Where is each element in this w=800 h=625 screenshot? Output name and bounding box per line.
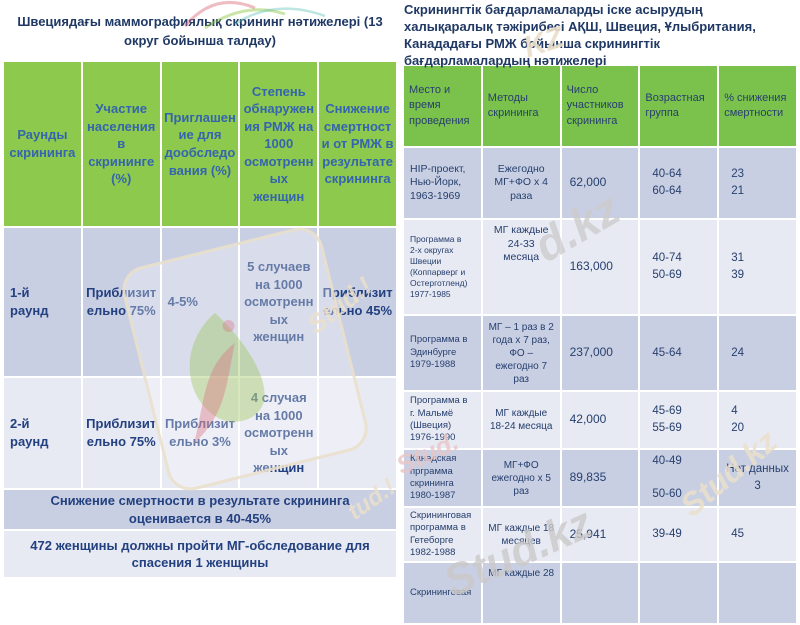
right-header-age-group: Возрастная группа: [640, 66, 718, 146]
data-cell: [319, 378, 396, 488]
table-row: Программа в Эдинбурге 1979-1988 МГ – 1 р…: [404, 316, 796, 390]
data-cell: HIP-проект, Нью-Йорк, 1963-1969: [404, 148, 481, 218]
left-table-header-row: Раунды скрининга Участие населения в скр…: [4, 62, 396, 226]
data-cell: Программа в Эдинбурге 1979-1988: [404, 316, 481, 390]
data-cell: Приблизительно 75%: [82, 378, 160, 488]
left-table-footer-row: Снижение смертности в результате скринин…: [4, 490, 396, 530]
data-cell: МГ каждые 28: [482, 563, 560, 624]
right-table-header-row: Место и время проведения Методы скрининг…: [404, 66, 796, 146]
sweden-screening-table: Раунды скрининга Участие населения в скр…: [2, 60, 398, 579]
data-cell: 40-74 50-69: [640, 220, 718, 314]
table-row: Скрининговая программа в Гетеборге 1982-…: [404, 508, 796, 562]
right-header-place-time: Место и время проведения: [404, 66, 481, 146]
data-cell: МГ – 1 раз в 2 года х 7 раз, ФО – ежегод…: [482, 316, 560, 390]
data-cell: 31 39: [719, 220, 796, 314]
data-cell: 40-64 60-64: [640, 148, 718, 218]
table-row: 1-й раунд Приблизительно 75% 4-5% 5 случ…: [4, 228, 396, 376]
international-programs-section: Скринингтік бағдарламаларды іске асыруды…: [402, 2, 798, 625]
data-cell: МГ+ФО ежегодно х 5 раз: [482, 450, 560, 506]
table-row: Канадская прграмма скрининга 1980-1987 М…: [404, 450, 796, 506]
data-cell: Канадская прграмма скрининга 1980-1987: [404, 450, 481, 506]
data-cell: 89,835: [561, 450, 639, 506]
left-header-invitation: Приглашение для дообследования (%): [161, 62, 239, 226]
table-row: Скрининговая МГ каждые 28: [404, 563, 796, 624]
table-row: 2-й раунд Приблизительно 75% Приблизител…: [4, 378, 396, 488]
data-cell: 25,941: [561, 508, 639, 562]
data-cell: Приблизительно 75%: [82, 228, 160, 376]
data-cell: 45: [719, 508, 796, 562]
data-cell: МГ каждые 18 месяцев: [482, 508, 560, 562]
data-cell: 45-64: [640, 316, 718, 390]
data-cell: 62,000: [561, 148, 639, 218]
data-cell: Нет данных 3: [719, 450, 796, 506]
mortality-summary-note: Снижение смертности в результате скринин…: [4, 490, 396, 530]
data-cell: МГ каждые 18-24 месяца: [482, 392, 560, 448]
data-cell: Скрининговая программа в Гетеборге 1982-…: [404, 508, 481, 562]
data-cell: Приблизительно 3%: [161, 378, 239, 488]
left-header-detection-rate: Степень обнаружения РМЖ на 1000 осмотрен…: [240, 62, 318, 226]
screening-requirement-note: 472 женщины должны пройти МГ-обследовани…: [4, 531, 396, 578]
data-cell: 1-й раунд: [4, 228, 81, 376]
right-section-title: Скринингтік бағдарламаларды іске асыруды…: [404, 2, 756, 68]
sweden-screening-section: Швециядағы маммографиялық скрининг нәтиж…: [2, 2, 398, 579]
data-cell: 42,000: [561, 392, 639, 448]
right-header-participants: Число участников скрининга: [561, 66, 639, 146]
data-cell: 23 21: [719, 148, 796, 218]
table-row: Программа в 2-х округах Швеции (Коппарве…: [404, 220, 796, 314]
international-programs-table: Место и время проведения Методы скрининг…: [402, 64, 798, 625]
right-header-mortality-percent: % снижения смертности: [719, 66, 796, 146]
data-cell: 2-й раунд: [4, 378, 81, 488]
data-cell: 24: [719, 316, 796, 390]
left-section-title: Швециядағы маммографиялық скрининг нәтиж…: [17, 13, 383, 49]
data-cell: 163,000: [561, 220, 639, 314]
data-cell: Программа в 2-х округах Швеции (Коппарве…: [404, 220, 481, 314]
table-row: HIP-проект, Нью-Йорк, 1963-1969 Ежегодно…: [404, 148, 796, 218]
data-cell: Скрининговая: [404, 563, 481, 624]
right-header-methods: Методы скрининга: [482, 66, 560, 146]
data-cell: 39-49: [640, 508, 718, 562]
data-cell: [719, 563, 796, 624]
data-cell: 40-49 50-60: [640, 450, 718, 506]
data-cell: [561, 563, 639, 624]
data-cell: 45-69 55-69: [640, 392, 718, 448]
data-cell: 4 случая на 1000 осмотренных женщин: [240, 378, 318, 488]
left-header-rounds: Раунды скрининга: [4, 62, 81, 226]
left-header-mortality-reduction: Снижение смертности от РМЖ в результате …: [319, 62, 396, 226]
data-cell: 4-5%: [161, 228, 239, 376]
data-cell: 4 20: [719, 392, 796, 448]
left-header-participation: Участие населения в скрининге (%): [82, 62, 160, 226]
data-cell: Программа в г. Мальмё (Швеция) 1976-1990: [404, 392, 481, 448]
table-row: Программа в г. Мальмё (Швеция) 1976-1990…: [404, 392, 796, 448]
data-cell: 237,000: [561, 316, 639, 390]
data-cell: МГ каждые 24-33 месяца: [482, 220, 560, 314]
left-table-footer-row: 472 женщины должны пройти МГ-обследовани…: [4, 531, 396, 578]
data-cell: [640, 563, 718, 624]
data-cell: 5 случаев на 1000 осмотренных женщин: [240, 228, 318, 376]
data-cell: Ежегодно МГ+ФО х 4 раза: [482, 148, 560, 218]
data-cell: Приблизительно 45%: [319, 228, 396, 376]
